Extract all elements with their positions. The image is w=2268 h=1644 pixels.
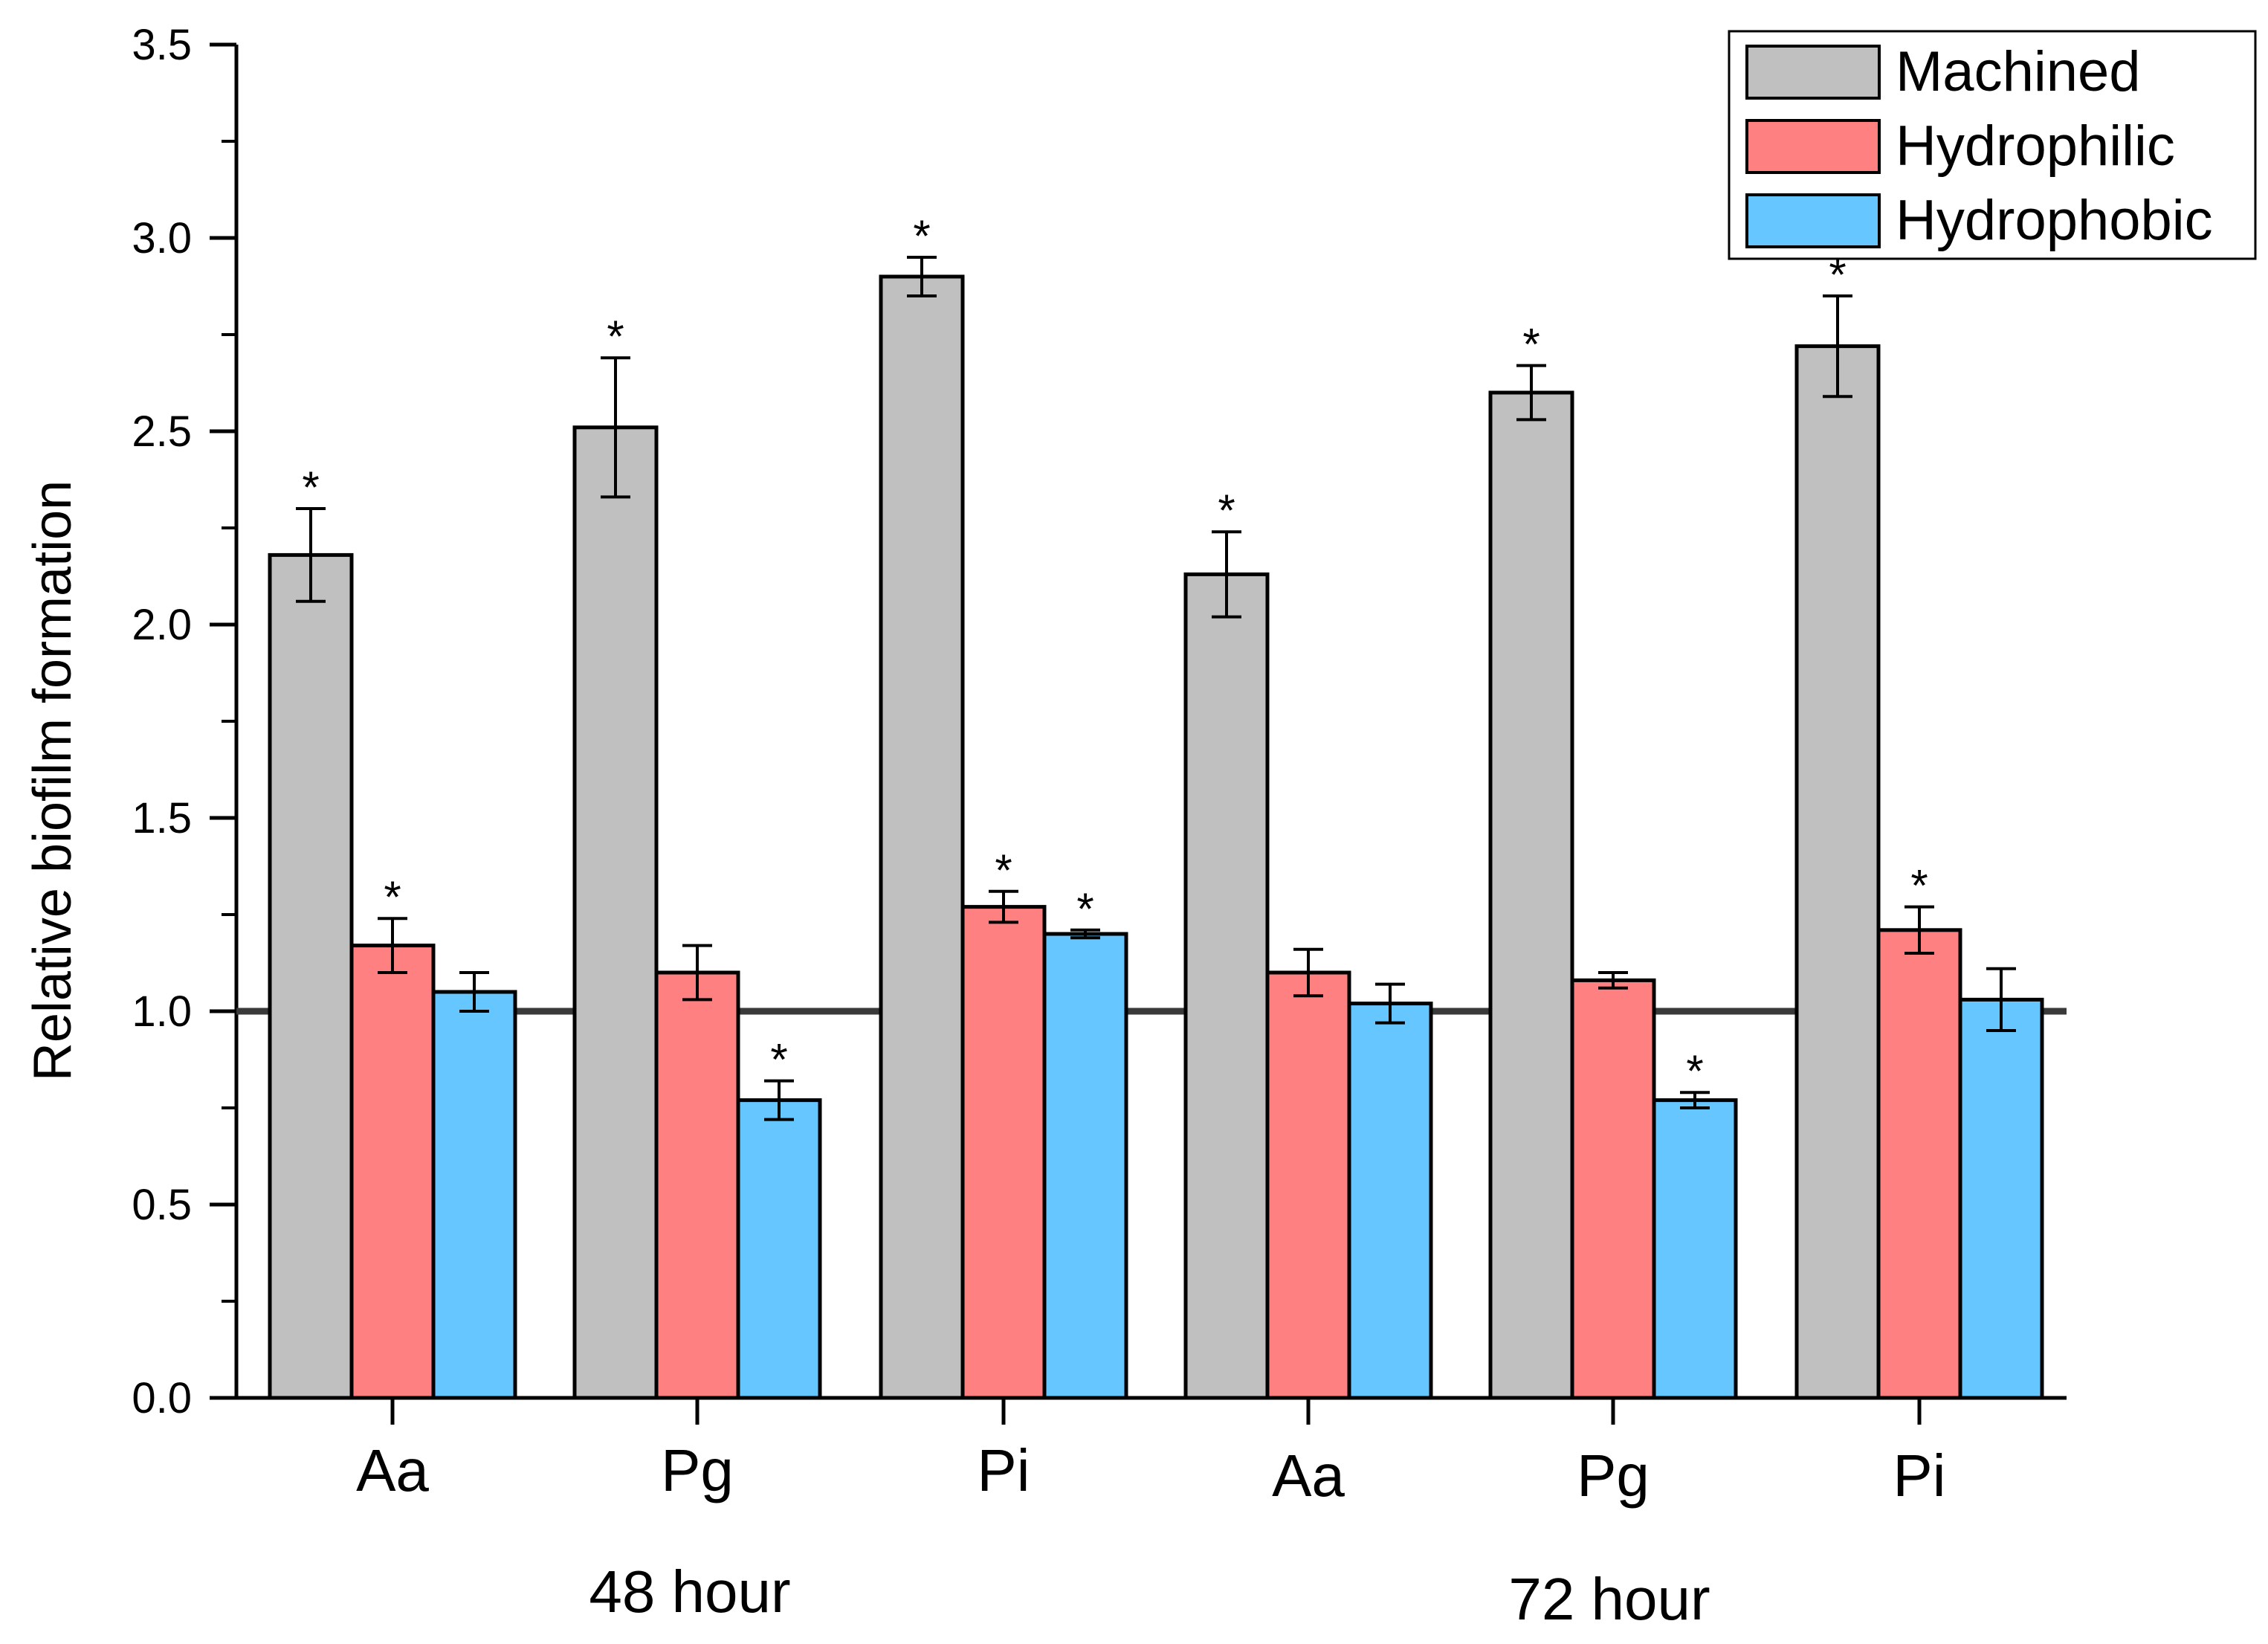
significance-star: * (384, 872, 401, 922)
y-tick-label: 0.0 (132, 1374, 192, 1422)
bar-machined-4 (1488, 390, 1574, 1400)
bar-machined-2 (879, 274, 965, 1400)
significance-star: * (1910, 861, 1928, 911)
x-category-label: Pi (1893, 1442, 1945, 1509)
significance-star: * (1522, 320, 1540, 370)
bar-machined-5 (1794, 344, 1881, 1400)
bar-hydrophobic-2 (1042, 932, 1128, 1400)
bar-machined-0 (268, 552, 354, 1400)
significance-markers: * * * * * * * * * * * * (302, 211, 1928, 1096)
y-axis-title: Relative biofilm formation (23, 480, 83, 1081)
y-tick-label: 0.5 (132, 1181, 192, 1229)
bar-hydrophobic-3 (1347, 1002, 1433, 1400)
significance-star: * (607, 312, 624, 361)
x-group-label: 48 hour (589, 1558, 790, 1625)
bar-hydrophilic-5 (1876, 928, 1962, 1400)
x-category-label: Pi (977, 1437, 1030, 1503)
legend-swatch-hydrophilic (1745, 119, 1881, 174)
legend-swatch-machined (1745, 45, 1881, 100)
x-category-label: Pg (1577, 1442, 1650, 1509)
y-tick-label: 3.5 (132, 21, 192, 69)
y-axis: 0.0 0.5 1.0 1.5 2.0 2.5 3.0 3.5 (132, 21, 239, 1422)
error-bars (296, 256, 2016, 1121)
bar-hydrophobic-4 (1652, 1098, 1738, 1400)
legend-label-machined: Machined (1896, 40, 2141, 103)
significance-star: * (913, 211, 930, 261)
bar-hydrophobic-0 (431, 990, 517, 1400)
y-tick-label: 1.5 (132, 794, 192, 842)
bar-hydrophobic-5 (1958, 997, 2044, 1400)
significance-star: * (1686, 1046, 1703, 1096)
y-tick-label: 2.5 (132, 407, 192, 456)
significance-star: * (995, 845, 1012, 895)
significance-star: * (1218, 486, 1235, 535)
significance-star: * (302, 462, 319, 512)
bar-hydrophilic-2 (960, 905, 1047, 1400)
bar-hydrophilic-1 (654, 970, 740, 1400)
bar-hydrophilic-0 (349, 944, 436, 1400)
y-tick-label: 3.0 (132, 214, 192, 262)
significance-star: * (1076, 884, 1093, 934)
bar-machined-1 (572, 425, 659, 1400)
x-group-label: 72 hour (1508, 1566, 1710, 1632)
bar-hydrophobic-1 (736, 1098, 822, 1400)
y-tick-label: 2.0 (132, 601, 192, 649)
legend-label-hydrophilic: Hydrophilic (1896, 115, 2175, 178)
legend: Machined Hydrophilic Hydrophobic (1728, 30, 2257, 260)
bars (268, 274, 2044, 1400)
bar-machined-3 (1183, 572, 1270, 1400)
y-tick-label: 1.0 (132, 987, 192, 1036)
legend-swatch-hydrophobic (1745, 193, 1881, 248)
significance-star: * (770, 1035, 787, 1085)
x-axis: Aa Pg Pi Aa Pg Pi 48 hour 72 hour (236, 1396, 2067, 1632)
legend-label-hydrophobic: Hydrophobic (1896, 189, 2213, 252)
significance-star: * (1829, 250, 1846, 300)
x-category-label: Pg (661, 1437, 734, 1503)
bar-hydrophilic-4 (1570, 978, 1656, 1400)
x-category-label: Aa (356, 1437, 429, 1503)
bar-hydrophilic-3 (1265, 970, 1351, 1400)
x-category-label: Aa (1272, 1442, 1345, 1509)
